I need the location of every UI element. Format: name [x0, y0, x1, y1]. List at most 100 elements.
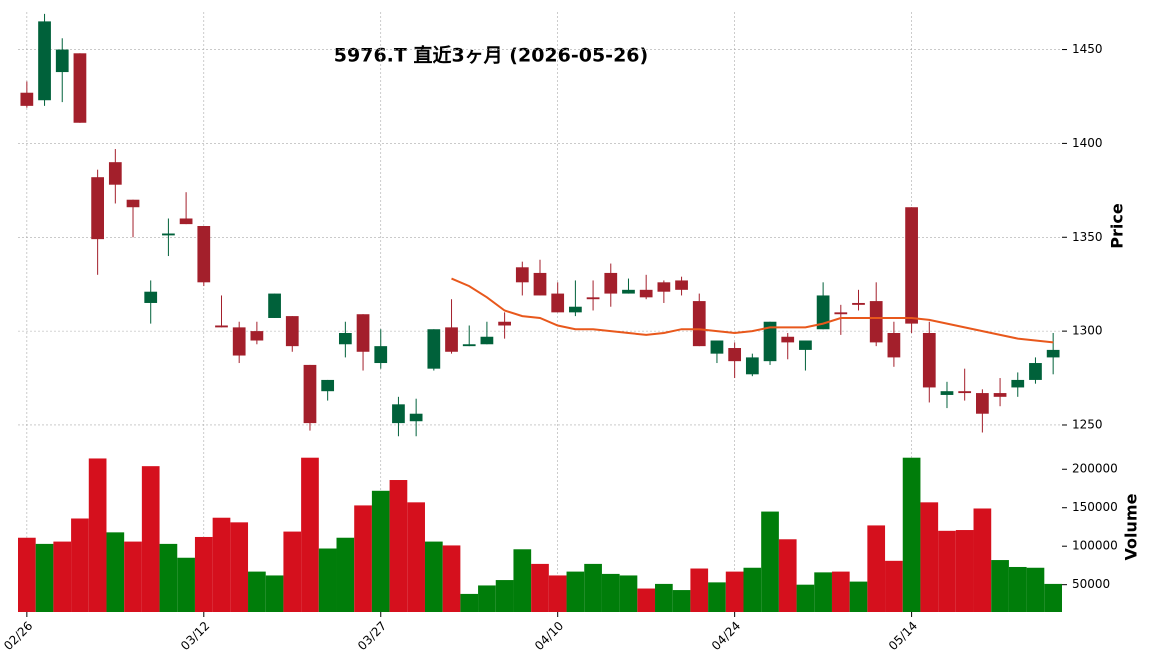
candle-body — [392, 404, 405, 424]
volume-bar — [442, 545, 461, 612]
candle-body — [250, 331, 264, 341]
volume-bar — [690, 568, 709, 612]
candle-body — [905, 207, 918, 324]
y-tick-label: 1350 — [1072, 230, 1103, 244]
volume-bar — [460, 593, 479, 612]
candle-body — [108, 162, 122, 185]
volume-bar — [938, 530, 956, 612]
volume-bar — [88, 458, 107, 612]
candle-body — [38, 21, 51, 101]
volume-bar — [1044, 583, 1062, 612]
candle-body — [338, 333, 352, 345]
volume-bar — [566, 571, 585, 612]
volume-bar — [495, 580, 514, 612]
candle-body — [976, 393, 989, 414]
y-tick-label: 1450 — [1072, 42, 1103, 56]
volume-bar — [1008, 566, 1027, 612]
candle-body — [197, 226, 211, 283]
volume-bar — [124, 541, 142, 612]
volume-bar — [584, 563, 602, 612]
volume-bar — [177, 557, 195, 612]
x-tick-label: 04/10 — [532, 619, 566, 653]
candle-body — [126, 199, 140, 208]
volume-bar — [336, 537, 355, 612]
volume-bar — [601, 573, 620, 612]
y2-tick-label: 150000 — [1072, 500, 1118, 514]
candle-body — [1029, 363, 1042, 380]
volume-bar — [18, 537, 36, 612]
volume-bar — [796, 584, 815, 612]
candle-body — [215, 325, 228, 328]
volume-bar — [531, 563, 549, 612]
candle-body — [20, 92, 34, 106]
volume-bar — [867, 525, 886, 612]
volume-bar — [354, 505, 372, 612]
volume-bar — [548, 575, 567, 612]
candle-body — [745, 357, 759, 375]
y-tick-label: 1250 — [1072, 417, 1103, 431]
candle-body — [869, 301, 883, 343]
volume-bar — [265, 575, 284, 612]
candle-body — [162, 233, 175, 236]
volume-bar — [301, 457, 319, 612]
x-tick-label: 02/26 — [1, 619, 35, 653]
volume-bar — [725, 571, 744, 612]
candle-body — [268, 293, 281, 318]
candle-body — [622, 289, 635, 294]
volume-bar — [71, 518, 89, 612]
x-tick-label: 03/27 — [355, 619, 389, 653]
volume-bar — [248, 571, 266, 612]
candle-body — [356, 314, 370, 352]
candle-body — [728, 348, 742, 362]
candle-body — [1011, 379, 1025, 388]
volume-bar — [778, 539, 797, 612]
candle-body — [409, 413, 423, 422]
candle-body — [427, 329, 441, 369]
volume-bar — [283, 531, 302, 612]
candle-body — [73, 53, 87, 123]
volume-bar — [708, 582, 726, 612]
x-tick-label: 05/14 — [886, 619, 920, 653]
candle-body — [922, 333, 936, 388]
candle-body — [179, 218, 193, 225]
volume-bar — [318, 548, 337, 612]
candle-body — [1046, 349, 1060, 358]
candle-body — [675, 280, 688, 290]
volume-bar — [814, 572, 832, 612]
candle-body — [834, 312, 848, 315]
volume-bar — [371, 490, 390, 612]
y-tick-label: 1400 — [1072, 136, 1103, 150]
y2-tick-label: 200000 — [1072, 462, 1118, 476]
volume-bar — [478, 585, 496, 612]
candle-body — [569, 306, 582, 313]
volume-bar — [513, 549, 532, 612]
volume-bar — [761, 511, 779, 612]
candle-body — [55, 49, 69, 73]
volume-bar — [194, 536, 213, 612]
candle-body — [816, 295, 830, 330]
volume-bar — [955, 530, 974, 612]
candle-body — [993, 393, 1007, 397]
candle-body — [604, 272, 618, 294]
candle-body — [852, 302, 865, 305]
candle-body — [498, 321, 511, 326]
x-tick-label: 04/24 — [709, 619, 743, 653]
candle-body — [940, 391, 954, 395]
candle-body — [303, 364, 317, 424]
volume-bar — [141, 466, 160, 612]
candle-body — [91, 177, 104, 240]
volume-bar — [159, 543, 178, 612]
candle-body — [799, 340, 812, 350]
volume-bar — [106, 532, 125, 612]
candle-body — [445, 327, 458, 352]
chart-title: 5976.T 直近3ヶ月 (2026-05-26) — [334, 44, 648, 67]
candle-body — [692, 301, 706, 347]
volume-bar — [407, 502, 425, 612]
candle-body — [374, 346, 388, 364]
candle-body — [515, 267, 529, 283]
candle-body — [144, 291, 158, 303]
y2-axis-label: Volume — [1122, 493, 1141, 560]
candle-body — [480, 336, 494, 345]
y2-tick-label: 100000 — [1072, 539, 1118, 553]
